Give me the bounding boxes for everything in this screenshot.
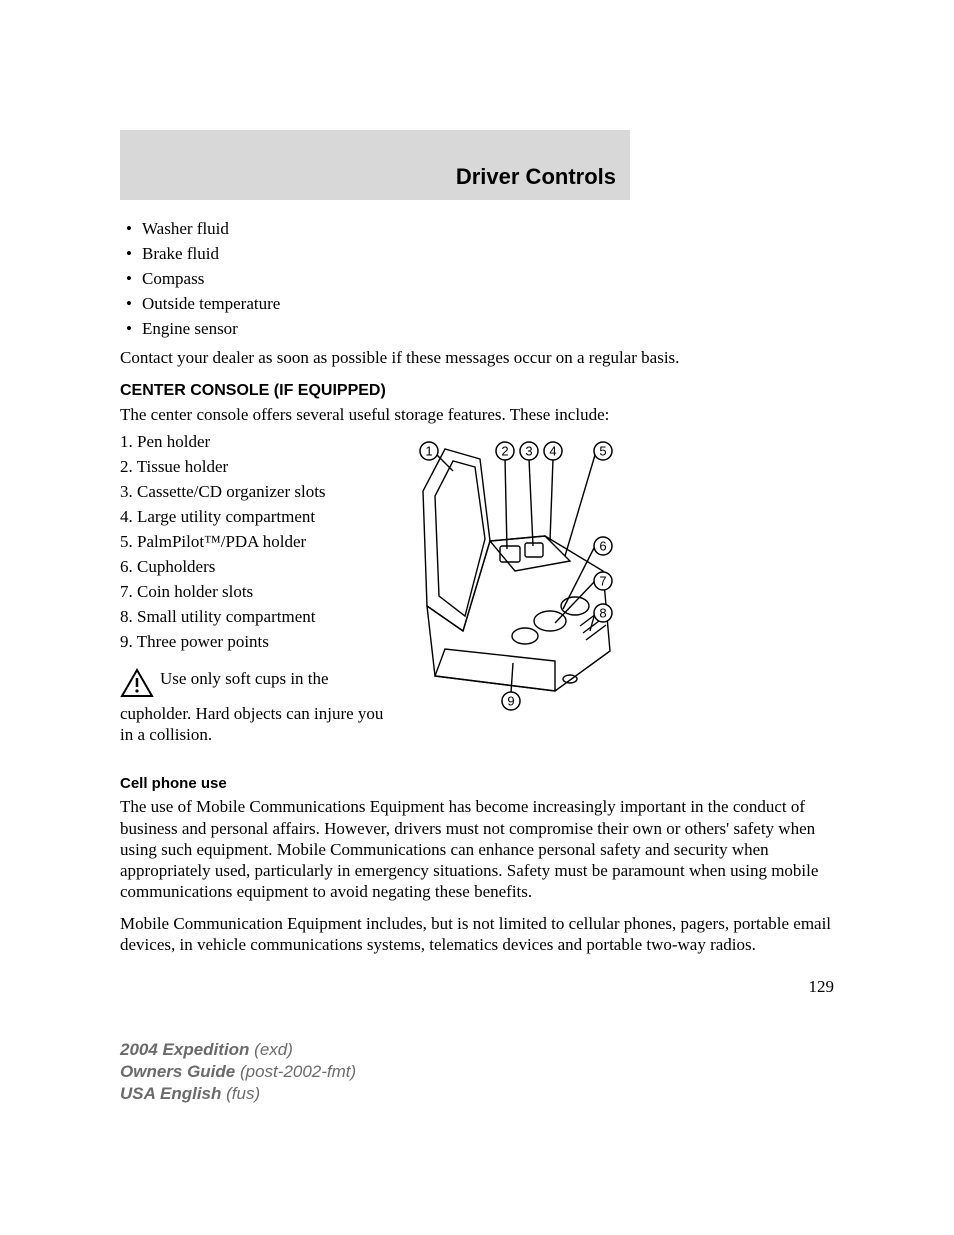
svg-text:1: 1	[425, 444, 432, 459]
page-title: Driver Controls	[456, 164, 616, 190]
list-item: Engine sensor	[120, 318, 834, 341]
right-column: 1 2 3 4 5 6 7 8 9	[395, 431, 834, 745]
list-item: 3. Cassette/CD organizer slots	[120, 481, 385, 504]
page-number: 129	[120, 977, 834, 997]
section-heading-console: CENTER CONSOLE (IF EQUIPPED)	[120, 382, 834, 400]
list-item: Compass	[120, 268, 834, 291]
svg-text:4: 4	[549, 444, 556, 459]
footer-bold: 2004 Expedition	[120, 1040, 249, 1059]
list-item: 8. Small utility compartment	[120, 606, 385, 629]
list-item: 6. Cupholders	[120, 556, 385, 579]
list-item: 7. Coin holder slots	[120, 581, 385, 604]
two-column-layout: 1. Pen holder 2. Tissue holder 3. Casset…	[120, 431, 834, 745]
svg-text:9: 9	[507, 694, 514, 709]
svg-text:3: 3	[525, 444, 532, 459]
list-item: Brake fluid	[120, 243, 834, 266]
footer-bold: USA English	[120, 1084, 221, 1103]
svg-text:5: 5	[599, 444, 606, 459]
footer-bold: Owners Guide	[120, 1062, 235, 1081]
list-item: 1. Pen holder	[120, 431, 385, 454]
svg-text:7: 7	[599, 574, 606, 589]
cellphone-p2: Mobile Communication Equipment includes,…	[120, 913, 834, 956]
list-item: 2. Tissue holder	[120, 456, 385, 479]
cellphone-p1: The use of Mobile Communications Equipme…	[120, 796, 834, 902]
list-item: Washer fluid	[120, 218, 834, 241]
list-item: 5. PalmPilot™/PDA holder	[120, 531, 385, 554]
dealer-note: Contact your dealer as soon as possible …	[120, 347, 834, 368]
warning-block: Use only soft cups in the cupholder. Har…	[120, 668, 385, 746]
footer-line: USA English (fus)	[120, 1083, 356, 1105]
footer-line: 2004 Expedition (exd)	[120, 1039, 356, 1061]
warning-icon	[120, 668, 154, 703]
footer-plain: (post-2002-fmt)	[240, 1062, 356, 1081]
section-heading-cellphone: Cell phone use	[120, 775, 834, 792]
footer: 2004 Expedition (exd) Owners Guide (post…	[120, 1039, 356, 1105]
list-item: 4. Large utility compartment	[120, 506, 385, 529]
bullet-list: Washer fluid Brake fluid Compass Outside…	[120, 218, 834, 341]
list-item: Outside temperature	[120, 293, 834, 316]
footer-plain: (fus)	[226, 1084, 260, 1103]
section-intro: The center console offers several useful…	[120, 404, 834, 425]
footer-line: Owners Guide (post-2002-fmt)	[120, 1061, 356, 1083]
svg-text:2: 2	[501, 444, 508, 459]
list-item: 9. Three power points	[120, 631, 385, 654]
header-bar: Driver Controls	[120, 130, 630, 200]
console-diagram: 1 2 3 4 5 6 7 8 9	[395, 431, 635, 716]
svg-text:8: 8	[599, 606, 606, 621]
numbered-list: 1. Pen holder 2. Tissue holder 3. Casset…	[120, 431, 385, 653]
left-column: 1. Pen holder 2. Tissue holder 3. Casset…	[120, 431, 385, 745]
page: Driver Controls Washer fluid Brake fluid…	[0, 0, 954, 1037]
warning-text: Use only soft cups in the cupholder. Har…	[120, 669, 383, 745]
footer-plain: (exd)	[254, 1040, 293, 1059]
svg-text:6: 6	[599, 539, 606, 554]
